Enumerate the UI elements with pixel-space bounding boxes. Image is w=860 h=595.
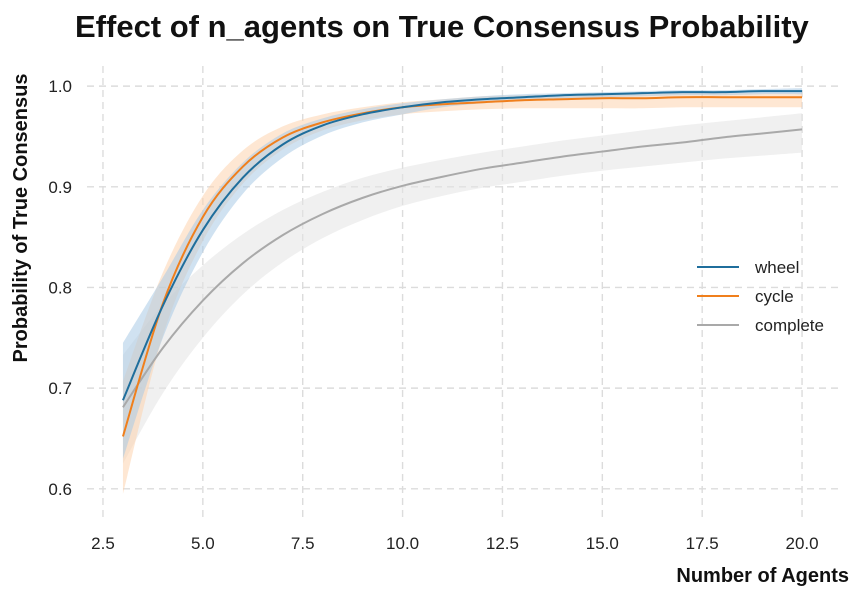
x-tick-label: 12.5: [486, 534, 519, 553]
y-axis-label: Probability of True Consensus: [10, 74, 32, 363]
legend-label-wheel: wheel: [754, 258, 799, 277]
series-line-wheel: [122, 90, 803, 401]
x-tick-label: 10.0: [386, 534, 419, 553]
confidence-bands: [122, 88, 803, 494]
x-tick-label: 2.5: [91, 534, 115, 553]
series-line-cycle: [121, 96, 803, 437]
legend-label-complete: complete: [755, 316, 824, 335]
legend: wheel cycle complete: [697, 258, 824, 335]
series-line-complete: [122, 128, 803, 408]
y-tick-label: 0.9: [48, 178, 72, 197]
x-tick-label: 7.5: [291, 534, 315, 553]
x-tick-label: 20.0: [786, 534, 819, 553]
y-tick-labels: 0.6 0.7 0.8 0.9 1.0: [48, 77, 72, 499]
y-tick-label: 1.0: [48, 77, 72, 96]
x-axis-label: Number of Agents: [676, 565, 849, 587]
x-tick-labels: 2.5 5.0 7.5 10.0 12.5 15.0 17.5 20.0: [91, 534, 818, 553]
chart-title: Effect of n_agents on True Consensus Pro…: [75, 9, 810, 44]
y-tick-label: 0.7: [48, 379, 72, 398]
confidence-band-complete: [122, 113, 803, 464]
y-tick-label: 0.6: [48, 480, 72, 499]
x-tick-label: 17.5: [686, 534, 719, 553]
y-tick-label: 0.8: [48, 278, 72, 297]
series-lines: [121, 90, 803, 437]
x-tick-label: 5.0: [191, 534, 215, 553]
x-tick-label: 15.0: [586, 534, 619, 553]
legend-label-cycle: cycle: [755, 287, 794, 306]
